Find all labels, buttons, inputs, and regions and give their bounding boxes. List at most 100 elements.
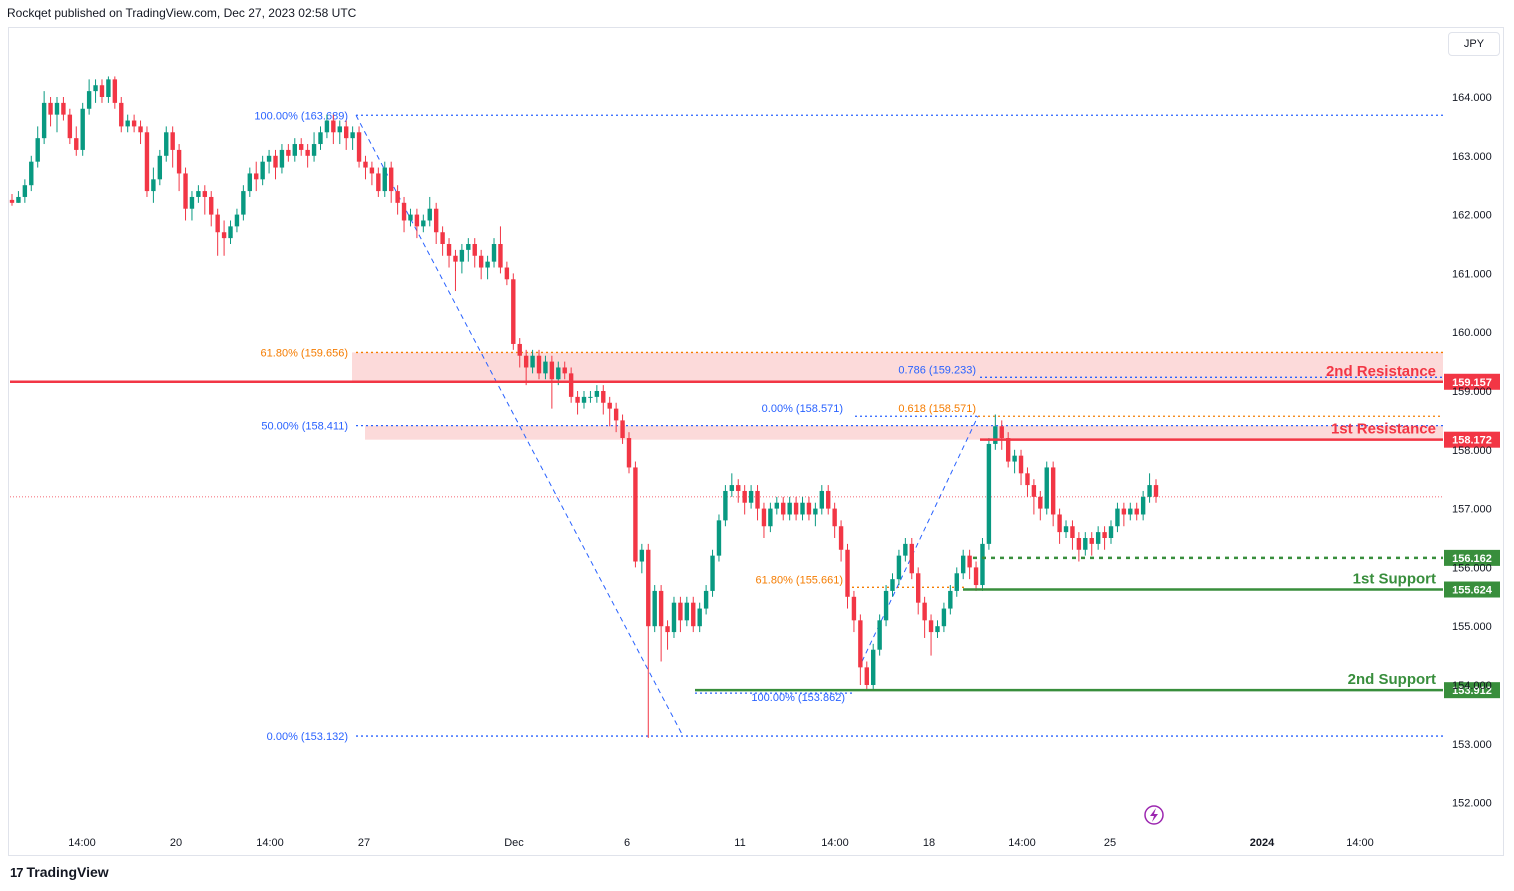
candle-body — [1121, 508, 1127, 515]
candle-body — [755, 490, 760, 509]
candle-body — [485, 261, 490, 268]
y-tick-label: 152.000 — [1452, 798, 1492, 810]
candle-body — [973, 567, 979, 586]
x-tick-label: 27 — [358, 837, 370, 849]
candle-body — [665, 626, 670, 633]
candle-body — [183, 173, 188, 209]
candle-body — [29, 161, 34, 186]
candle-body — [504, 267, 510, 280]
fib-level-label: 100.00% (153.862) — [751, 692, 845, 704]
candle-body — [54, 102, 60, 115]
candle-body — [1115, 508, 1120, 527]
candle-body — [453, 255, 458, 262]
fib-level-label: 0.618 (158.571) — [898, 403, 976, 415]
candle-body — [299, 144, 304, 150]
candle-body — [999, 426, 1004, 439]
fib-level-label: 50.00% (158.411) — [261, 421, 348, 433]
candle-body — [202, 191, 208, 197]
candle-body — [748, 490, 754, 503]
candle-body — [916, 573, 921, 603]
candle-body — [826, 490, 831, 509]
y-tick-label: 155.000 — [1452, 621, 1492, 633]
candle-body — [466, 244, 471, 250]
candle-body — [331, 120, 336, 133]
candle-body — [414, 214, 420, 227]
y-tick-label: 162.000 — [1452, 210, 1492, 222]
candle-body — [691, 602, 696, 627]
candle-body — [864, 667, 869, 685]
candle-body — [710, 555, 715, 591]
candle-body — [170, 132, 175, 150]
candle-body — [723, 490, 728, 521]
candle-body — [967, 555, 972, 568]
candle-body — [626, 438, 632, 468]
candle-body — [99, 85, 105, 97]
fib-level-label: 0.00% (153.132) — [267, 731, 348, 743]
price-tag-label: 155.624 — [1452, 585, 1493, 597]
y-tick-label: 156.000 — [1452, 562, 1492, 574]
candle-body — [401, 202, 407, 221]
candle-body — [209, 196, 214, 215]
candle-body — [1031, 485, 1037, 497]
candle-body — [119, 102, 124, 127]
candle-body — [215, 214, 220, 233]
candle-body — [318, 132, 323, 145]
fib-level-label: 0.00% (158.571) — [762, 403, 843, 415]
candle-body — [1108, 526, 1114, 538]
candle-body — [511, 279, 516, 344]
candle-body — [813, 508, 818, 515]
fib-level-label: 61.80% (159.656) — [261, 347, 348, 359]
candle-body — [221, 232, 227, 239]
candle-body — [74, 138, 79, 150]
candle-body — [684, 602, 690, 621]
candle-body — [151, 179, 156, 192]
candle-body — [890, 579, 895, 591]
candle-body — [568, 373, 574, 397]
candle-body — [581, 396, 587, 403]
candle-body — [41, 102, 47, 139]
fib-level-label: 61.80% (155.661) — [756, 574, 843, 586]
candle-body — [1083, 538, 1088, 550]
candle-body — [9, 199, 15, 203]
price-tag-label: 153.912 — [1452, 685, 1492, 697]
candle-body — [671, 602, 677, 633]
candle-body — [196, 191, 201, 197]
candle-body — [787, 502, 792, 515]
candle-body — [260, 161, 265, 180]
candle-body — [1128, 508, 1133, 515]
candle-body — [247, 173, 252, 192]
x-tick-label: 14:00 — [1346, 837, 1374, 849]
publisher-header: Rockqet published on TradingView.com, De… — [7, 6, 357, 20]
y-tick-label: 154.000 — [1452, 680, 1492, 692]
x-tick-label: 18 — [923, 837, 935, 849]
candle-body — [498, 244, 503, 268]
candle-body — [980, 543, 985, 586]
candle-body — [421, 220, 426, 227]
candle-body — [408, 214, 413, 221]
y-tick-label: 163.000 — [1452, 151, 1492, 163]
candle-body — [960, 555, 966, 574]
y-tick-label: 161.000 — [1452, 268, 1492, 280]
candle-body — [742, 490, 747, 503]
lightning-icon — [1144, 805, 1164, 825]
candle-body — [305, 149, 310, 156]
candle-body — [395, 191, 400, 203]
currency-selector[interactable]: JPY — [1448, 32, 1500, 56]
candle-body — [774, 502, 780, 509]
candle-body — [1012, 455, 1017, 462]
candle-body — [793, 502, 799, 515]
footer-brand[interactable]: 17 TradingView — [10, 864, 109, 880]
candle-body — [337, 126, 342, 133]
x-tick-label: Dec — [504, 837, 524, 849]
candle-body — [781, 502, 786, 515]
candle-body — [363, 161, 368, 168]
candle-body — [838, 526, 844, 550]
x-tick-label: 6 — [624, 837, 630, 849]
price-tag-label: 156.162 — [1452, 553, 1492, 565]
price-tag — [1444, 373, 1500, 390]
candle-body — [48, 102, 53, 115]
candle-body — [292, 144, 297, 156]
candle-body — [344, 126, 349, 139]
candle-body — [433, 208, 439, 233]
